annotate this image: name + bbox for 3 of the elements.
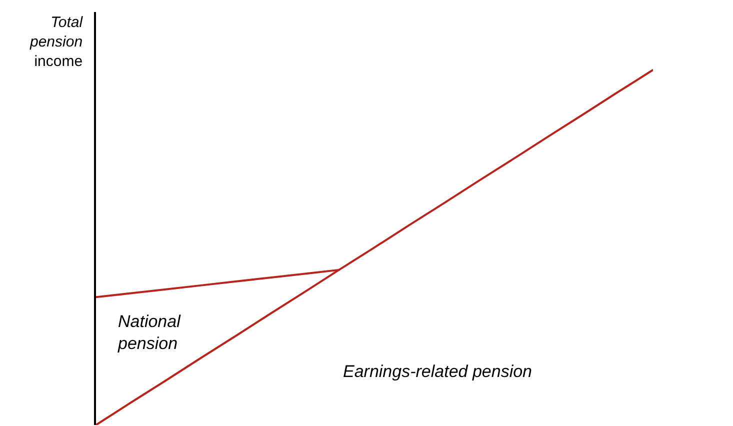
y-axis-title: Total pension income [29, 14, 84, 70]
annotation: Earnings-related pension [343, 362, 532, 381]
annotation: National pension [117, 312, 182, 354]
